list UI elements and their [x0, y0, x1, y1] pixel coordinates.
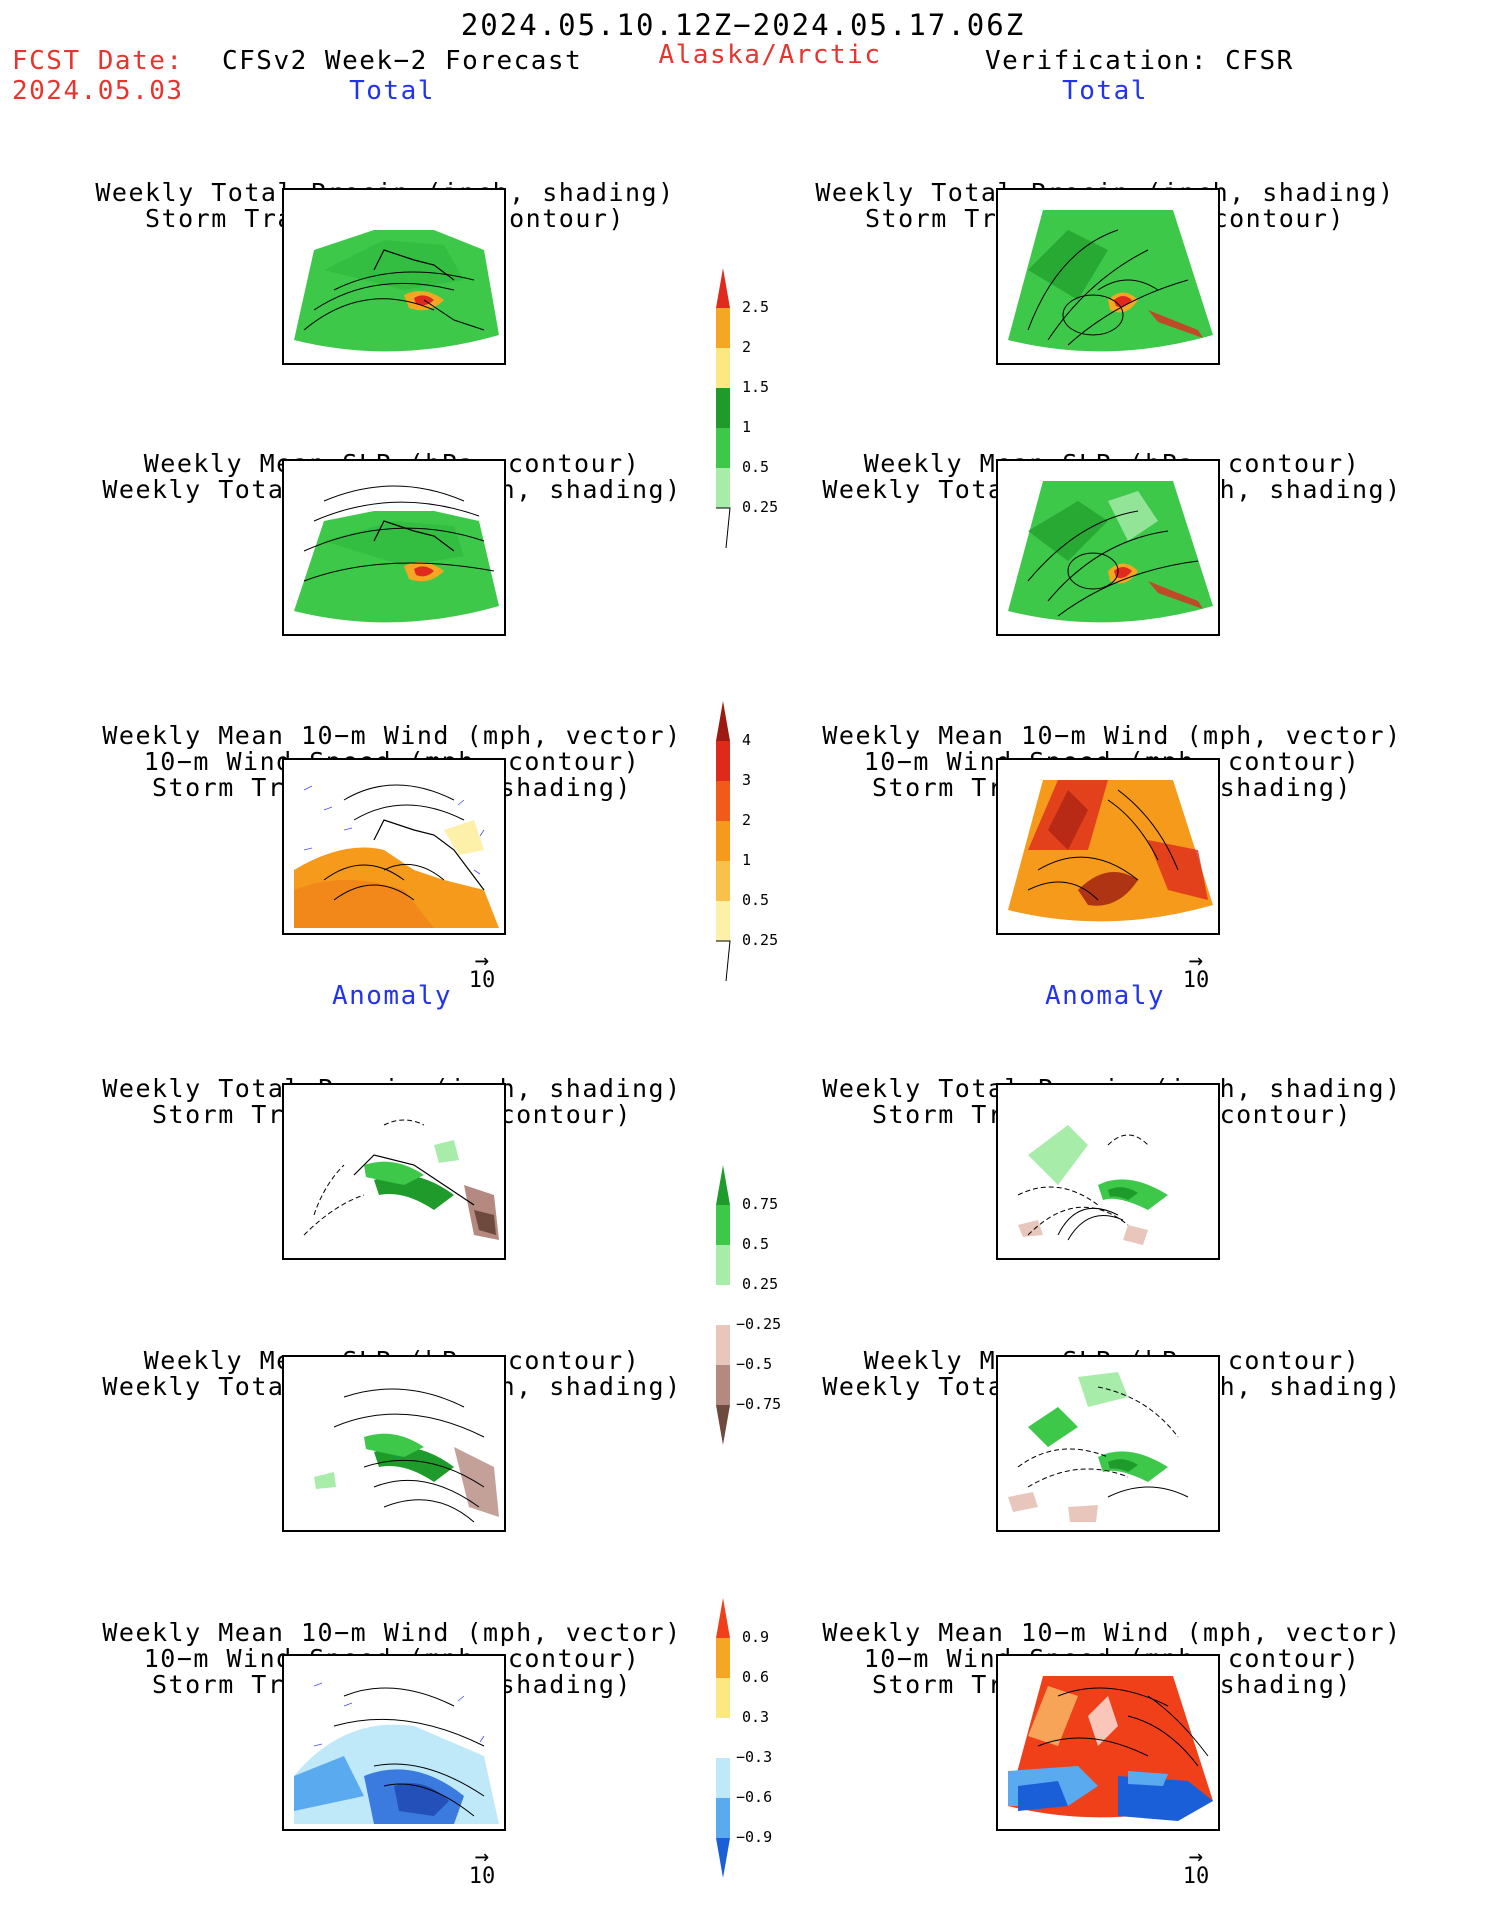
colorbar-track-total: 4 3 2 1 0.5 0.25: [716, 701, 786, 995]
map-slp-precip-verification: [996, 459, 1220, 636]
map-precip-track-anomaly-verification: [996, 1083, 1220, 1260]
map-wind-track-anomaly-verification: [996, 1654, 1220, 1831]
map-wind-track-forecast: [282, 758, 506, 935]
map-precip-track-anomaly-forecast: [282, 1083, 506, 1260]
section-anomaly-left: Anomaly: [331, 981, 453, 1011]
arrow-right-icon: →: [1188, 946, 1204, 974]
map-wind-track-anomaly-forecast: [282, 1654, 506, 1831]
map-slp-precip-forecast: [282, 459, 506, 636]
vector-reference-right-anomaly: → 10: [1176, 1842, 1216, 1889]
section-total-right: Total: [1062, 76, 1148, 106]
vector-reference-right-total: → 10: [1176, 946, 1216, 993]
map-slp-precip-anomaly-forecast: [282, 1355, 506, 1532]
fcst-date-value: 2024.05.03: [12, 76, 184, 106]
section-total-left: Total: [349, 76, 435, 106]
fcst-date-label: FCST Date:: [12, 46, 184, 76]
arrow-right-icon: →: [474, 1842, 490, 1870]
verification-title: Verification: CFSR: [985, 46, 1294, 76]
map-precip-track-verification: [996, 188, 1220, 365]
vector-reference-left-anomaly: → 10: [462, 1842, 502, 1889]
section-anomaly-right: Anomaly: [1044, 981, 1166, 1011]
map-precip-track-forecast: [282, 188, 506, 365]
map-slp-precip-anomaly-verification: [996, 1355, 1220, 1532]
arrow-right-icon: →: [474, 946, 490, 974]
model-title: CFSv2 Week−2 Forecast: [222, 46, 583, 76]
colorbar-precip-anomaly: 0.75 0.5 0.25 −0.25 −0.5 −0.75: [716, 1165, 786, 1455]
vector-reference-left-total: → 10: [462, 946, 502, 993]
colorbar-track-anomaly: 0.9 0.6 0.3 −0.3 −0.6 −0.9: [716, 1598, 786, 1888]
arrow-right-icon: →: [1188, 1842, 1204, 1870]
date-range-title: 2024.05.10.12Z−2024.05.17.06Z: [460, 8, 1026, 42]
colorbar-precip-total: 2.5 2 1.5 1 0.5 0.25: [716, 268, 786, 562]
map-wind-track-verification: [996, 758, 1220, 935]
region-title: Alaska/Arctic: [658, 40, 882, 70]
